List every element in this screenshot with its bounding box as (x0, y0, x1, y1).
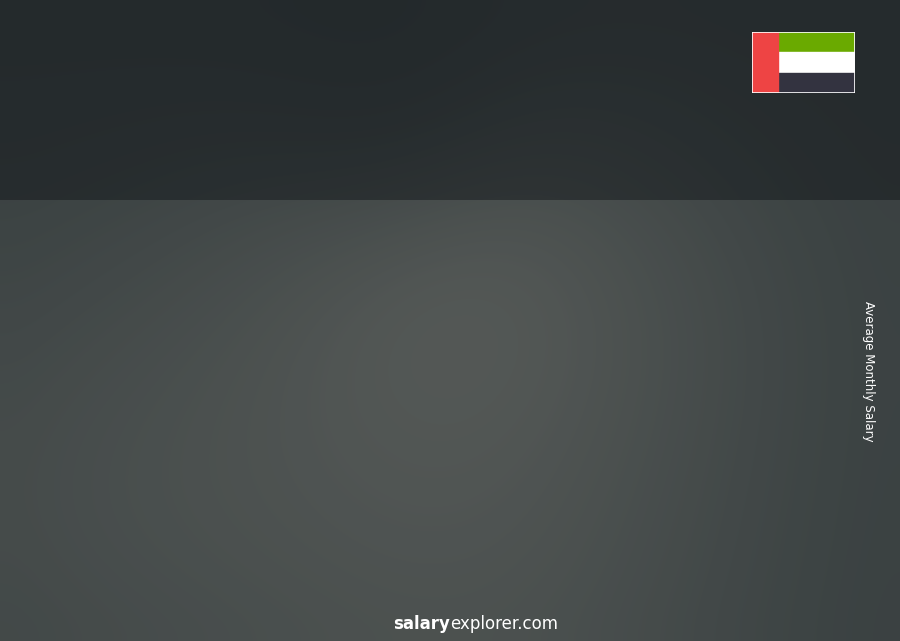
Text: 16,700 AED: 16,700 AED (328, 304, 410, 318)
Text: +22%: +22% (397, 239, 454, 257)
Polygon shape (202, 397, 211, 551)
Polygon shape (454, 272, 463, 551)
Text: 22,200 AED: 22,200 AED (580, 229, 662, 243)
Text: 8,480 AED: 8,480 AED (81, 417, 154, 430)
Text: +48%: +48% (271, 297, 329, 315)
Polygon shape (579, 247, 588, 551)
Polygon shape (705, 222, 714, 551)
Bar (752, 72, 855, 93)
Bar (752, 53, 855, 72)
Bar (211, 397, 276, 551)
Text: +9%: +9% (528, 206, 574, 224)
Text: +8%: +8% (654, 181, 700, 199)
Bar (752, 32, 855, 53)
Text: Salary Comparison By Experience: Salary Comparison By Experience (52, 78, 627, 106)
Bar (752, 32, 778, 93)
Bar (588, 247, 653, 551)
Text: 24,100 AED: 24,100 AED (706, 203, 788, 217)
Text: explorer.com: explorer.com (450, 615, 558, 633)
Text: 11,300 AED: 11,300 AED (202, 378, 284, 392)
Bar (85, 435, 150, 551)
Bar (463, 272, 527, 551)
Text: Clinical Development Specialist: Clinical Development Specialist (52, 112, 381, 132)
Bar (337, 323, 401, 551)
Bar (714, 222, 779, 551)
Polygon shape (328, 323, 337, 551)
Text: 20,400 AED: 20,400 AED (454, 253, 536, 267)
Text: salary: salary (393, 615, 450, 633)
Text: +34%: +34% (145, 360, 203, 378)
Text: Average Monthly Salary: Average Monthly Salary (862, 301, 875, 442)
Polygon shape (76, 435, 85, 551)
